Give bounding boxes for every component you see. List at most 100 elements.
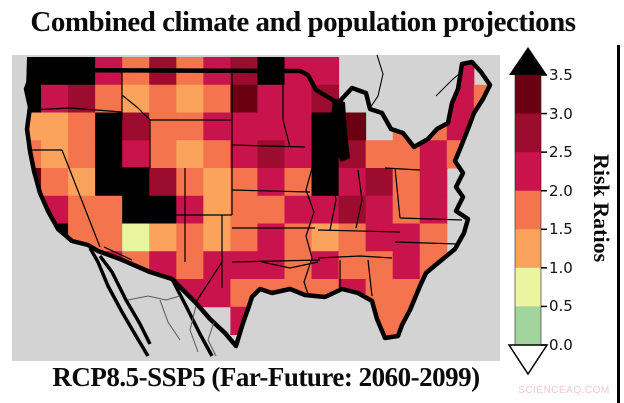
grid-cell (257, 112, 285, 141)
grid-cell (95, 195, 123, 224)
grid-cell (122, 168, 150, 197)
grid-cell (122, 195, 150, 224)
grid-cell (365, 223, 394, 252)
grid-cell (149, 223, 177, 252)
state-borders (27, 70, 463, 303)
grid-cell (311, 195, 340, 224)
grid-cell (176, 195, 204, 224)
grid-cell (41, 112, 69, 141)
colorbar-tick-label: 2.0 (549, 181, 573, 200)
us-outline (23, 59, 493, 349)
grid-cell (68, 112, 96, 141)
grid-cell (230, 112, 258, 141)
grid-cell (230, 195, 258, 224)
grid-cell (392, 195, 421, 224)
watermark: SCIENCEAQ.COM (518, 385, 610, 396)
grid-cell (95, 140, 123, 169)
grid-cell (149, 195, 177, 224)
grid-cell (149, 112, 177, 141)
mexico-state-borders (127, 295, 217, 357)
us-risk-map (12, 55, 500, 361)
colorbar (507, 47, 549, 376)
grid-cell (392, 251, 421, 280)
colorbar-tick-label: 0.5 (549, 297, 573, 316)
grid-cell (284, 195, 313, 224)
grid-cell (419, 223, 448, 252)
grid-cell (41, 168, 69, 197)
colorbar-tick-label: 3.0 (549, 104, 573, 123)
grid-cell (284, 140, 313, 169)
colorbar-under-arrow (507, 344, 549, 376)
grid-cell (338, 251, 367, 280)
colorbar-segment-3.0-3.5 (515, 75, 541, 115)
grid-cell (203, 195, 231, 224)
grid-cell (95, 168, 123, 197)
lake-michigan (331, 98, 350, 162)
grid-cell (284, 251, 313, 280)
colorbar-segment-0.0-0.5 (515, 306, 541, 346)
grid-cell (419, 140, 448, 169)
grid-cell (176, 140, 204, 169)
colorbar-axis-label: Risk Ratios (589, 153, 614, 263)
grid-cell (203, 168, 231, 197)
colorbar-tick-label: 1.5 (549, 220, 573, 239)
grid-cell (203, 251, 231, 280)
grid-cell (122, 223, 150, 252)
colorbar-tick-label: 3.5 (549, 66, 573, 84)
grid-cell (176, 223, 204, 252)
grid-cell (419, 168, 448, 197)
grid-cell (149, 84, 177, 113)
grid-cell (122, 140, 150, 169)
grid-cell (41, 140, 69, 169)
grid-cell (203, 140, 231, 169)
grid-cell (149, 168, 177, 197)
grid-cell (311, 251, 340, 280)
grid-cell (392, 223, 421, 252)
grid-cell (257, 251, 285, 280)
colorbar-segment-2.5-3.0 (515, 113, 541, 153)
grid-cell (149, 140, 177, 169)
grid-cell (176, 168, 204, 197)
colorbar-segments (514, 74, 542, 346)
grid-cell (230, 84, 258, 113)
grid-cell (203, 223, 231, 252)
colorbar-segment-1.0-1.5 (515, 229, 541, 269)
grid-cell (365, 140, 394, 169)
colorbar-segment-0.5-1.0 (515, 267, 541, 308)
colorbar-tick-label: 1.0 (549, 258, 573, 277)
figure-title: Combined climate and population projecti… (30, 6, 576, 38)
grid-cell (284, 84, 313, 113)
grid-cell (284, 112, 313, 141)
grid-cell (68, 168, 96, 197)
grid-cell (257, 195, 285, 224)
colorbar-segment-2.0-2.5 (515, 152, 541, 192)
grid-cell (95, 84, 123, 113)
grid-cell (257, 168, 285, 197)
grid-cell (338, 223, 367, 252)
grid-cell (230, 251, 258, 280)
grid-cell (230, 168, 258, 197)
colorbar-tick-label: 0.0 (549, 336, 573, 354)
colorbar-tick-label: 2.5 (549, 143, 573, 162)
grid-cell (68, 140, 96, 169)
grid-cell (176, 251, 204, 280)
grid-cell (365, 195, 394, 224)
grid-cell (311, 223, 340, 252)
colorbar-segment-1.5-2.0 (515, 190, 541, 230)
colorbar-over-arrow (509, 47, 547, 75)
scenario-caption: RCP8.5-SSP5 (Far-Future: 2060-2099) (52, 362, 480, 392)
grid-cell (257, 140, 285, 169)
grid-cell (203, 84, 231, 113)
grid-cell (95, 223, 123, 252)
grid-cell (203, 112, 231, 141)
grid-cell (338, 168, 367, 197)
right-edge-line (617, 45, 620, 403)
grid-cell (257, 84, 285, 113)
grid-cell (176, 112, 204, 141)
grid-cell (176, 84, 204, 113)
grid-cell (122, 112, 150, 141)
grid-cell (311, 57, 340, 86)
colorbar-tick-marks (541, 74, 547, 346)
grid-cell (365, 168, 394, 197)
